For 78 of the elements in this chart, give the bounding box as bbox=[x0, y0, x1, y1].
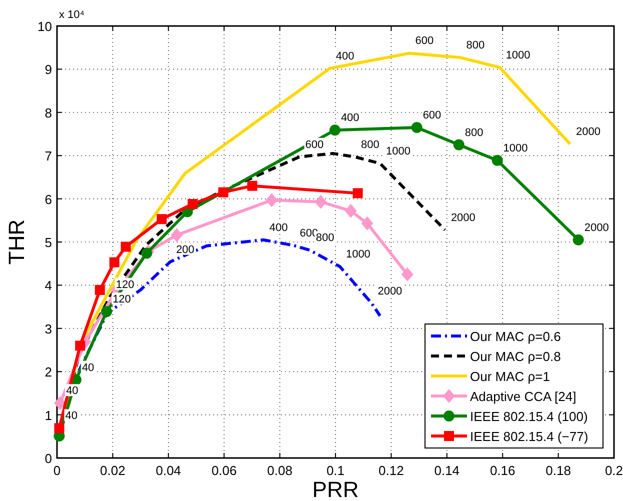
point bbox=[75, 340, 86, 351]
point bbox=[314, 194, 327, 209]
annotation: 40 bbox=[66, 385, 78, 398]
x-tick-label: 0.16 bbox=[490, 463, 516, 478]
annotation: 800 bbox=[360, 138, 380, 151]
y-tick-label: 1 bbox=[44, 408, 52, 423]
y-tick-label: 0 bbox=[44, 451, 52, 466]
point bbox=[218, 187, 228, 198]
point bbox=[411, 122, 422, 134]
annotation: 1000 bbox=[506, 49, 530, 62]
annotation: 600 bbox=[305, 138, 324, 151]
point bbox=[266, 193, 278, 208]
legend-label: IEEE 802.15.4 (−77) bbox=[470, 429, 588, 444]
y-tick-label: 5 bbox=[44, 235, 52, 250]
annotation: 2000 bbox=[576, 126, 600, 138]
legend-label: Our MAC ρ=0.6 bbox=[470, 329, 561, 344]
annotation: 600 bbox=[422, 110, 442, 122]
point bbox=[247, 180, 258, 191]
annotation: 400 bbox=[336, 50, 354, 62]
annotation: 2000 bbox=[378, 285, 402, 298]
x-tick-label: 0.14 bbox=[434, 463, 460, 478]
point bbox=[329, 124, 340, 136]
point bbox=[101, 306, 112, 318]
point bbox=[120, 242, 131, 252]
y-axis-title: THR bbox=[4, 219, 29, 265]
annotation: 120 bbox=[116, 278, 134, 291]
y-tick-label: 7 bbox=[44, 148, 52, 164]
y-tick-label: 8 bbox=[44, 105, 52, 120]
point bbox=[344, 204, 357, 218]
legend-label: Our MAC ρ=1 bbox=[470, 369, 550, 384]
point bbox=[401, 267, 414, 282]
annotation: 600 bbox=[415, 35, 434, 48]
point bbox=[156, 214, 167, 224]
point bbox=[170, 228, 183, 242]
x-tick-label: 0.04 bbox=[156, 463, 182, 478]
annotation: 2000 bbox=[450, 212, 476, 224]
x-tick-label: 0.02 bbox=[100, 463, 126, 478]
y-tick-label: 3 bbox=[44, 321, 52, 336]
y-tick-label: 4 bbox=[44, 278, 52, 294]
y-tick-label: 9 bbox=[44, 62, 52, 78]
x-tick-label: 0.08 bbox=[267, 463, 292, 478]
annotation: 1000 bbox=[386, 145, 411, 158]
x-tick-label: 0.18 bbox=[546, 463, 571, 478]
x-tick-label: 0.12 bbox=[378, 463, 404, 478]
y-tick-label: 6 bbox=[44, 192, 52, 207]
annotation: 40 bbox=[82, 362, 94, 374]
annotation: 200 bbox=[176, 244, 194, 256]
point bbox=[361, 216, 374, 230]
annotation: 120 bbox=[112, 294, 131, 306]
y-tick-label: 2 bbox=[44, 364, 52, 380]
legend-label: Adaptive CCA [24] bbox=[470, 389, 576, 404]
annotation: 1000 bbox=[346, 248, 370, 261]
x-tick-label: 0.06 bbox=[211, 463, 237, 478]
legend-label: Our MAC ρ=0.8 bbox=[470, 349, 561, 364]
point bbox=[492, 154, 503, 166]
x-tick-label: 0.1 bbox=[326, 463, 345, 478]
annotation: 1000 bbox=[503, 142, 528, 154]
point bbox=[141, 248, 152, 259]
legend-label: IEEE 802.15.4 (100) bbox=[470, 409, 588, 424]
y-tick-label: 10 bbox=[38, 19, 52, 34]
point bbox=[453, 139, 464, 150]
point bbox=[54, 423, 64, 434]
x-axis-title: PRR bbox=[312, 477, 359, 501]
point bbox=[54, 396, 66, 410]
point bbox=[572, 234, 584, 246]
point bbox=[352, 188, 363, 198]
annotation: 400 bbox=[269, 222, 288, 234]
annotation: 2000 bbox=[584, 222, 609, 234]
annotation: 800 bbox=[316, 232, 334, 244]
point bbox=[109, 257, 120, 268]
point bbox=[94, 284, 105, 295]
annotation: 400 bbox=[340, 112, 360, 124]
x-tick-label: 0.2 bbox=[604, 463, 623, 478]
annotation: 40 bbox=[65, 410, 78, 422]
text: x 10⁴ bbox=[59, 9, 85, 21]
annotation: 800 bbox=[464, 126, 484, 139]
annotation: 800 bbox=[466, 40, 485, 52]
point bbox=[188, 198, 198, 209]
